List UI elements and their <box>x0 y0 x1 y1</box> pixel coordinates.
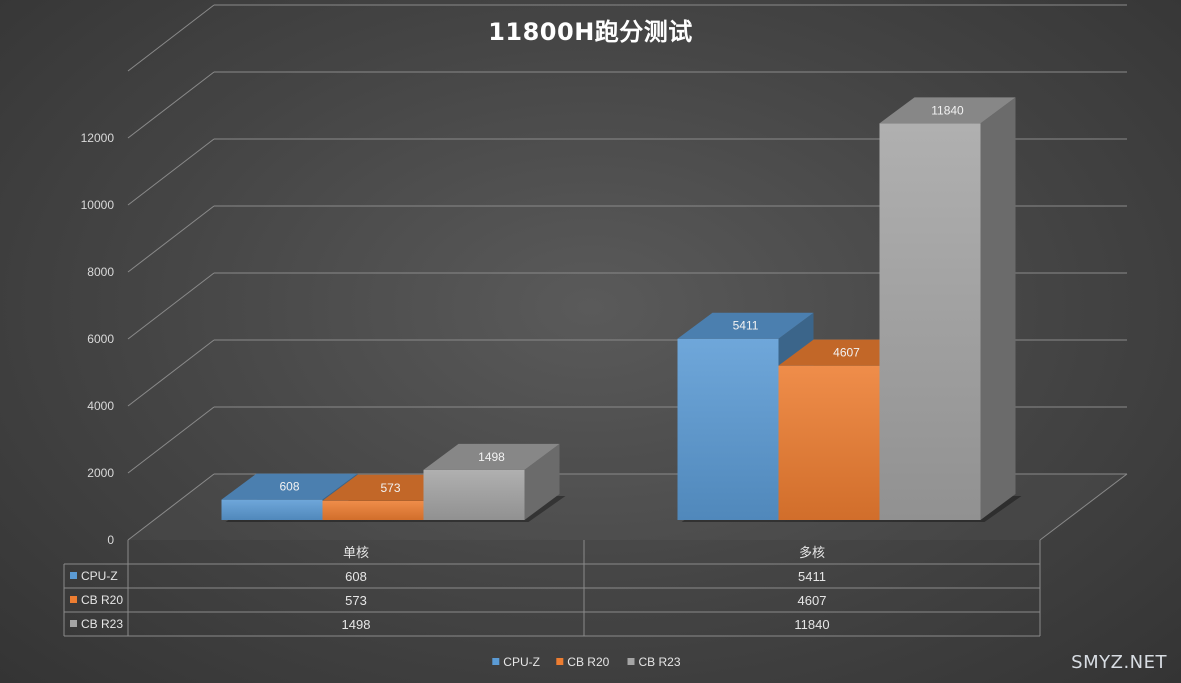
data-table: 单核 多核 CPU-Z 608 5411 CB R20 573 4607 CB R23 1498 1… <box>63 540 1041 637</box>
table-cell: 573 <box>345 593 367 608</box>
legend-item: CPU-Z <box>492 655 540 669</box>
legend-item: CB R23 <box>627 655 681 669</box>
bar-cb-r23-0: 1498 <box>423 443 566 522</box>
legend-swatch <box>627 658 635 665</box>
data-label: 1498 <box>478 450 505 464</box>
gridline-side <box>127 4 215 72</box>
legend-swatch <box>492 658 500 665</box>
table-legend-key <box>70 572 77 579</box>
table-series-label: CPU-Z <box>81 569 118 583</box>
y-axis-tick-labels: 0 2000 4000 6000 8000 10000 12000 <box>81 131 115 547</box>
table-cell: 11840 <box>794 617 829 632</box>
gridline-side <box>127 272 215 340</box>
bar-top <box>879 97 1016 124</box>
y-tick-label: 0 <box>107 533 114 547</box>
y-tick-label: 4000 <box>87 399 114 413</box>
data-label: 4607 <box>833 346 860 360</box>
table-legend-key <box>70 596 77 603</box>
watermark: SMYZ.NET <box>1071 652 1167 673</box>
y-tick-label: 10000 <box>81 198 115 212</box>
table-series-label: CB R23 <box>81 617 123 631</box>
bar-side <box>524 443 560 520</box>
bar-side <box>980 97 1016 521</box>
data-label: 608 <box>279 480 299 494</box>
y-tick-label: 8000 <box>87 265 114 279</box>
gridline-side <box>127 406 215 474</box>
legend-item: CB R20 <box>556 655 610 669</box>
legend: CPU-Z CB R20 CB R23 <box>492 655 681 669</box>
gridline-side <box>127 473 215 541</box>
legend-label: CB R20 <box>567 655 609 669</box>
y-tick-label: 2000 <box>87 466 114 480</box>
x-category-label: 多核 <box>799 545 825 560</box>
x-category-label: 单核 <box>343 545 369 560</box>
chart-title: 11800H跑分测试 <box>488 18 693 46</box>
table-cell: 4607 <box>798 593 827 608</box>
table-series-label: CB R20 <box>81 593 123 607</box>
bar-front <box>677 338 779 520</box>
bar-top <box>221 473 358 500</box>
data-label: 11840 <box>931 103 964 117</box>
table-cell: 5411 <box>798 569 826 584</box>
bar-cb-r23-1: 11840 <box>879 97 1022 522</box>
bar-front <box>322 500 424 520</box>
table-cell: 1498 <box>342 617 371 632</box>
bars: 608 573 1498 5411 4607 11840 <box>221 97 1022 522</box>
legend-label: CPU-Z <box>503 655 540 669</box>
bar-front <box>778 365 880 520</box>
y-tick-label: 12000 <box>81 131 115 145</box>
floor-right-edge <box>1039 473 1128 541</box>
data-label: 5411 <box>733 319 759 333</box>
bar-top <box>423 443 560 470</box>
table-legend-key <box>70 620 77 627</box>
gridline-side <box>127 205 215 273</box>
data-label: 573 <box>380 481 400 495</box>
legend-swatch <box>556 658 564 665</box>
bar-front <box>879 123 981 521</box>
legend-label: CB R23 <box>639 655 681 669</box>
bar-front <box>221 499 323 520</box>
gridline-side <box>127 71 215 139</box>
gridline-side <box>127 138 215 206</box>
bar-top <box>677 312 814 339</box>
table-cell: 608 <box>345 569 367 584</box>
y-tick-label: 6000 <box>87 332 114 346</box>
gridline-side <box>127 339 215 407</box>
bar-front <box>423 469 525 520</box>
